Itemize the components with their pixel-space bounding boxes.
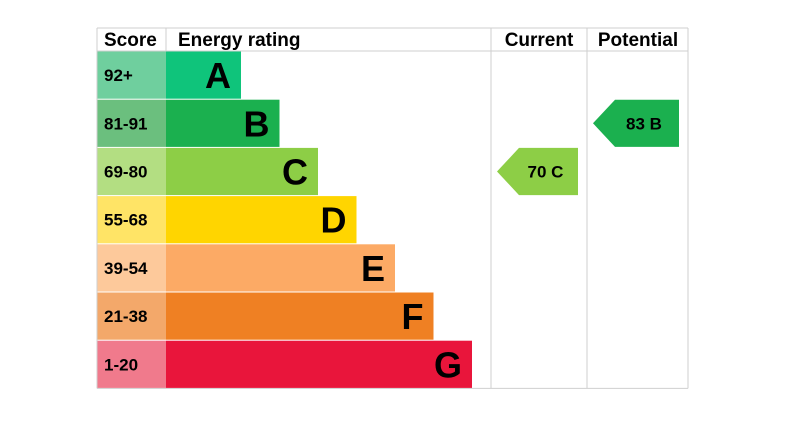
score-label-g: 1-20 <box>104 355 138 374</box>
band-bar-c <box>166 147 318 196</box>
band-letter-a: A <box>205 55 231 96</box>
score-cell-e <box>97 244 166 292</box>
header-current: Current <box>505 30 574 51</box>
rating-arrows: 70 C 83 B <box>497 99 679 196</box>
score-label-c: 69-80 <box>104 163 147 182</box>
score-cell-b <box>97 99 166 147</box>
band-letter-d: D <box>321 200 347 241</box>
score-cell-d <box>97 196 166 244</box>
score-label-d: 55-68 <box>104 211 147 230</box>
score-label-a: 92+ <box>104 66 133 85</box>
band-bar-e <box>166 244 395 292</box>
header-score: Score <box>104 30 157 51</box>
score-label-f: 21-38 <box>104 307 147 326</box>
rating-bands: 92+ A 81-91 B 69-80 C 55-68 D 39-54 E 21-38 F 1-20 G <box>97 51 472 388</box>
score-label-e: 39-54 <box>104 259 148 278</box>
band-bar-d <box>166 196 357 244</box>
score-cell-c <box>97 147 166 196</box>
band-bar-g <box>166 340 472 388</box>
band-letter-e: E <box>361 248 385 289</box>
current-rating-label: 70 C <box>528 163 564 182</box>
header-potential: Potential <box>598 30 678 51</box>
score-cell-f <box>97 292 166 340</box>
score-label-b: 81-91 <box>104 114 147 133</box>
band-bar-a <box>166 51 241 99</box>
header-energy-rating: Energy rating <box>178 30 300 51</box>
current-rating-arrow <box>497 147 578 196</box>
potential-rating-label: 83 B <box>626 114 662 133</box>
band-letter-b: B <box>244 103 270 144</box>
band-bar-b <box>166 99 280 147</box>
table-grid <box>96 27 689 389</box>
score-cell-a <box>97 51 166 99</box>
band-letter-g: G <box>434 344 462 385</box>
potential-rating-arrow <box>593 99 679 147</box>
score-cell-g <box>97 340 166 388</box>
band-letter-c: C <box>282 152 308 193</box>
band-bar-f <box>166 292 434 340</box>
band-letter-f: F <box>402 296 424 337</box>
